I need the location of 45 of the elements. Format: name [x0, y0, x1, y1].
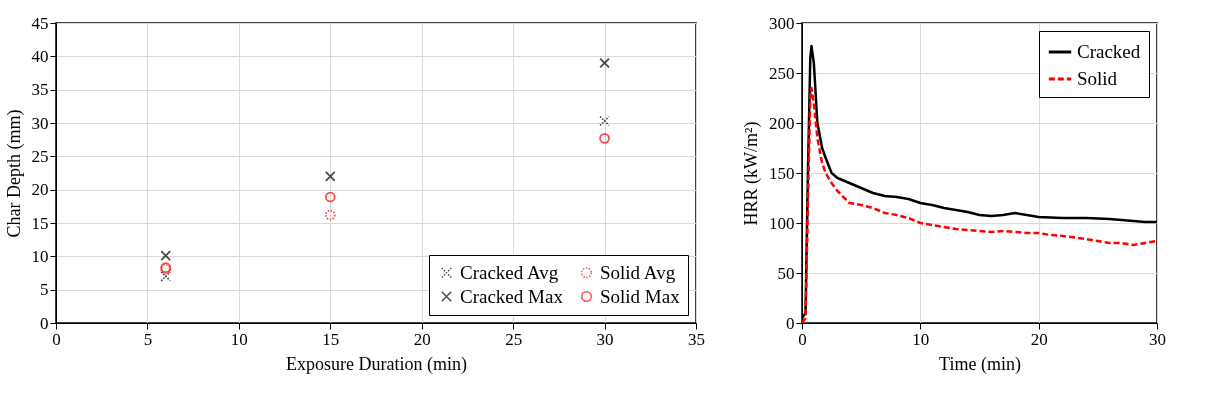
x-tick-label: 25	[505, 329, 523, 349]
y-tick-label: 250	[769, 63, 795, 83]
x-tick-label: 15	[322, 329, 340, 349]
y-tick-label: 20	[31, 180, 49, 200]
y-tick-label: 30	[31, 113, 49, 133]
x-tick-label: 35	[688, 329, 705, 349]
y-tick-label: 25	[31, 146, 49, 166]
x-axis-title: Exposure Duration (min)	[286, 353, 467, 375]
y-tick-label: 300	[769, 13, 795, 33]
x-tick-label: 20	[1030, 329, 1048, 349]
y-tick-label: 45	[31, 13, 49, 33]
x-tick-label: 30	[596, 329, 614, 349]
y-tick-label: 15	[31, 213, 49, 233]
y-tick-label: 40	[31, 46, 49, 66]
y-tick-label: 0	[786, 313, 795, 333]
point	[599, 132, 610, 144]
x-tick-label: 30	[1149, 329, 1166, 349]
y-axis-title: HRR (kW/m²)	[741, 121, 762, 226]
legend-label: Cracked Avg	[460, 261, 559, 283]
y-axis-title: Char Depth (mm)	[3, 109, 25, 238]
x-tick-label: 10	[912, 329, 930, 349]
point	[599, 57, 610, 69]
y-tick-label: 35	[31, 80, 49, 100]
x-tick-label: 20	[413, 329, 431, 349]
legend-label: Solid Avg	[600, 261, 676, 283]
legend-label: Solid Max	[600, 285, 681, 307]
y-tick-label: 5	[40, 280, 49, 300]
legend-label: Cracked	[1077, 41, 1141, 62]
point	[160, 250, 172, 262]
legend-label: Cracked Max	[460, 285, 564, 307]
y-tick-label: 150	[769, 163, 795, 183]
point	[599, 115, 610, 127]
x-tick-label: 10	[230, 329, 248, 349]
y-tick-label: 200	[769, 113, 795, 133]
point	[324, 170, 336, 182]
point	[324, 191, 336, 203]
point	[324, 209, 336, 221]
y-tick-label: 100	[769, 213, 795, 233]
y-tick-label: 50	[777, 263, 795, 283]
point	[160, 270, 172, 282]
x-axis-title: Time (min)	[939, 353, 1021, 375]
y-tick-label: 0	[40, 313, 49, 333]
x-tick-label: 5	[143, 329, 153, 349]
legend-label: Solid	[1077, 68, 1118, 89]
y-tick-label: 10	[31, 246, 49, 266]
